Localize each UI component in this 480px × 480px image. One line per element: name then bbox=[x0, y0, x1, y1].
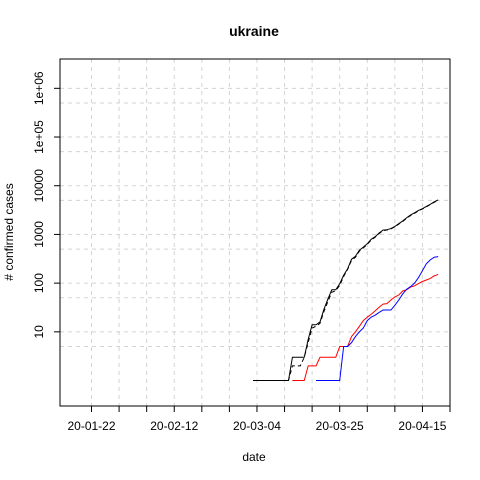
y-tick-label: 1e+05 bbox=[32, 120, 46, 154]
y-tick-label: 10 bbox=[32, 325, 46, 339]
series-line-4 bbox=[316, 256, 439, 382]
x-tick-label: 20-04-15 bbox=[398, 419, 446, 433]
x-tick-label: 20-02-12 bbox=[150, 419, 198, 433]
y-tick-label: 10000 bbox=[32, 169, 46, 203]
chart-title: ukraine bbox=[229, 23, 279, 39]
series-line-3 bbox=[292, 273, 439, 382]
x-tick-label: 20-03-04 bbox=[233, 419, 281, 433]
x-tick-label: 20-01-22 bbox=[67, 419, 115, 433]
series-line-2 bbox=[253, 199, 439, 382]
plot-frame bbox=[59, 58, 451, 407]
x-tick-label: 20-03-25 bbox=[316, 419, 364, 433]
x-axis: 20-01-22 20-02-12 20-03-04 20-03-25 20-04-15 bbox=[67, 406, 451, 433]
series-layer bbox=[253, 199, 439, 382]
y-axis: 10 100 1000 10000 1e+05 1e+06 bbox=[32, 71, 60, 339]
y-tick-label: 1e+06 bbox=[32, 71, 46, 105]
series-line-1 bbox=[253, 199, 439, 382]
y-tick-label: 100 bbox=[32, 273, 46, 293]
y-tick-label: 1000 bbox=[32, 221, 46, 248]
y-axis-label: # confirmed cases bbox=[2, 183, 16, 280]
x-axis-label: date bbox=[242, 450, 266, 464]
grid bbox=[60, 59, 451, 406]
